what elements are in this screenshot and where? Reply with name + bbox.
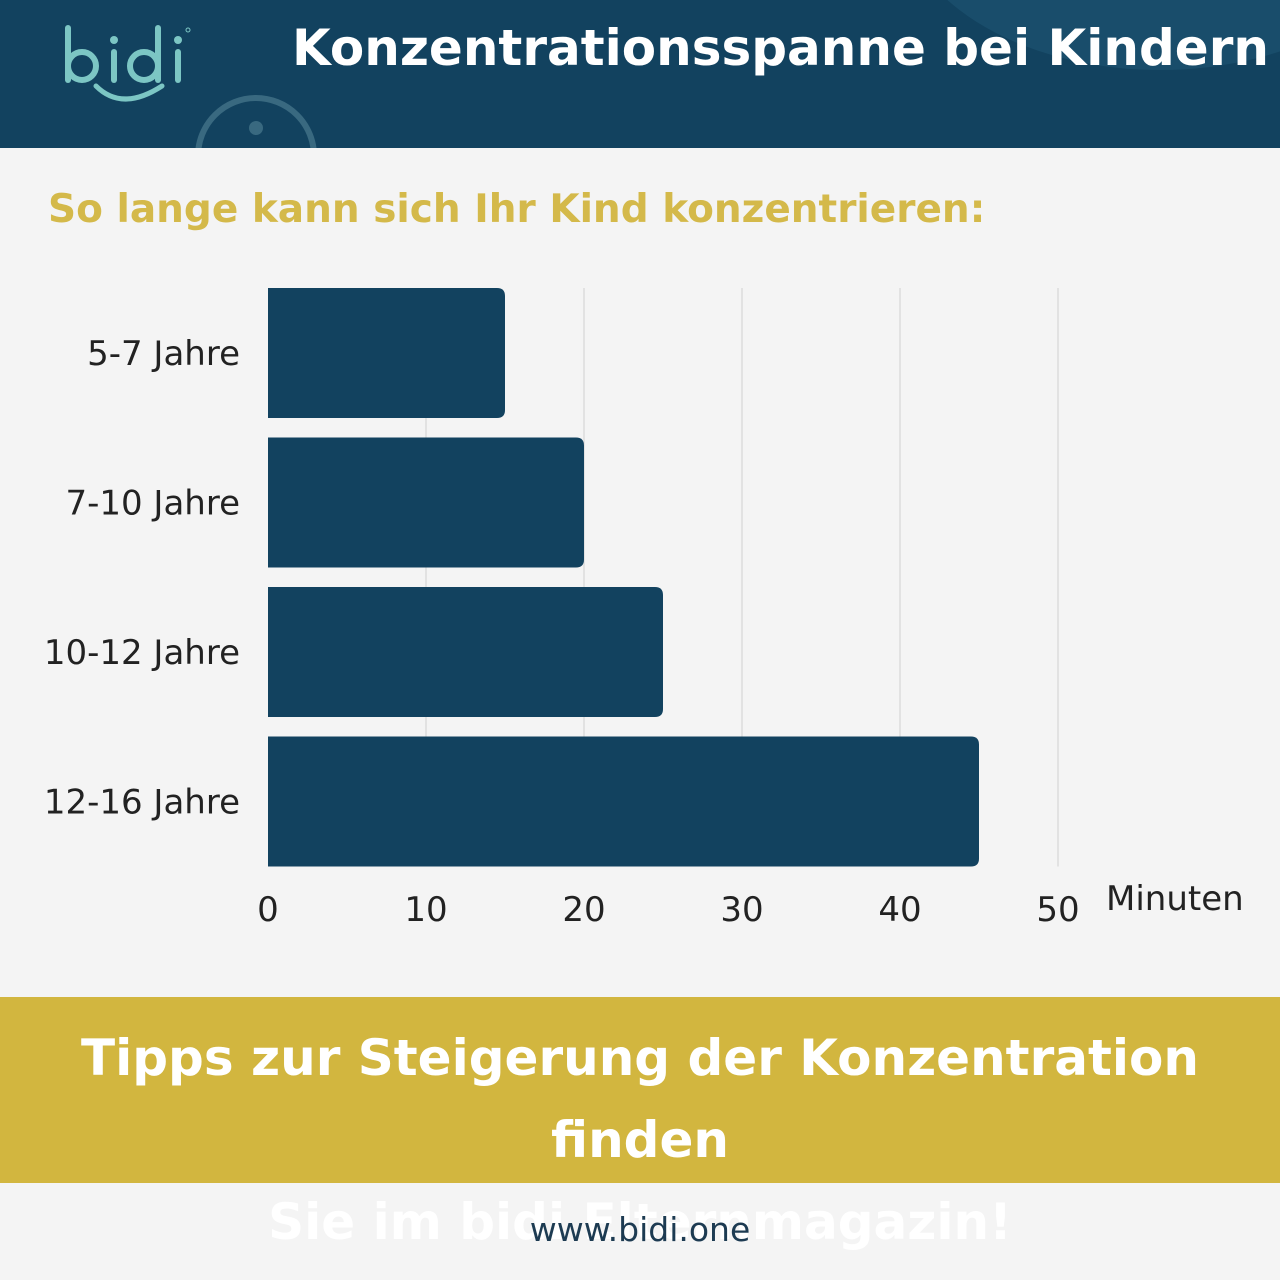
header-bar: Konzentrationsspanne bei Kindern bbox=[0, 0, 1280, 148]
chart-subtitle: So lange kann sich Ihr Kind konzentriere… bbox=[48, 187, 986, 232]
bidi-logo bbox=[65, 25, 191, 102]
footer-url[interactable]: www.bidi.one bbox=[529, 1210, 751, 1249]
bar-chart: 5-7 Jahre 7-10 Jahre 10-12 Jahre 12-16 Jahr… bbox=[44, 288, 1244, 930]
x-tick-50: 50 bbox=[1036, 890, 1079, 930]
x-axis-label: Minuten bbox=[1106, 879, 1244, 919]
bar-2 bbox=[268, 437, 584, 568]
bar-1 bbox=[268, 288, 505, 418]
x-tick-10: 10 bbox=[404, 890, 447, 930]
bars bbox=[268, 288, 979, 867]
bar-4 bbox=[268, 736, 979, 867]
x-tick-30: 30 bbox=[720, 890, 763, 930]
category-label-1: 5-7 Jahre bbox=[87, 334, 240, 374]
info-icon bbox=[195, 95, 317, 148]
page-title: Konzentrationsspanne bei Kindern bbox=[292, 19, 1269, 77]
category-labels: 5-7 Jahre 7-10 Jahre 10-12 Jahre 12-16 Jahr… bbox=[44, 334, 240, 823]
category-label-4: 12-16 Jahre bbox=[44, 783, 240, 823]
cta-banner: Tipps zur Steigerung der Konzentration f… bbox=[0, 997, 1280, 1251]
bar-3 bbox=[268, 587, 663, 717]
cta-line-1: Tipps zur Steigerung der Konzentration f… bbox=[81, 1029, 1199, 1169]
x-tick-40: 40 bbox=[878, 890, 921, 930]
cta-banner-text: Tipps zur Steigerung der Konzentration f… bbox=[0, 1017, 1280, 1263]
category-label-2: 7-10 Jahre bbox=[65, 484, 240, 524]
category-label-3: 10-12 Jahre bbox=[44, 633, 240, 673]
x-tick-0: 0 bbox=[257, 890, 279, 930]
cta-line-2: Sie im bidi Elternmagazin! bbox=[268, 1193, 1012, 1251]
x-tick-labels: 0 10 20 30 40 50 bbox=[257, 890, 1079, 930]
x-tick-20: 20 bbox=[562, 890, 605, 930]
